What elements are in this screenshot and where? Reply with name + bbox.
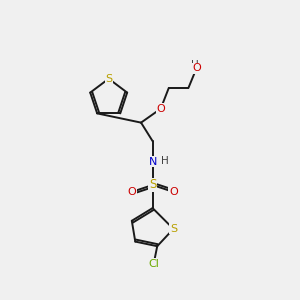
Text: Cl: Cl (148, 259, 159, 269)
Text: S: S (105, 74, 112, 84)
Text: N: N (148, 157, 157, 167)
Text: O: O (192, 63, 201, 73)
Text: O: O (169, 187, 178, 197)
Text: O: O (128, 187, 136, 197)
Text: O: O (156, 104, 165, 114)
Text: H: H (161, 156, 169, 166)
Text: S: S (149, 178, 156, 191)
Text: H: H (191, 60, 199, 70)
Text: S: S (170, 224, 177, 234)
